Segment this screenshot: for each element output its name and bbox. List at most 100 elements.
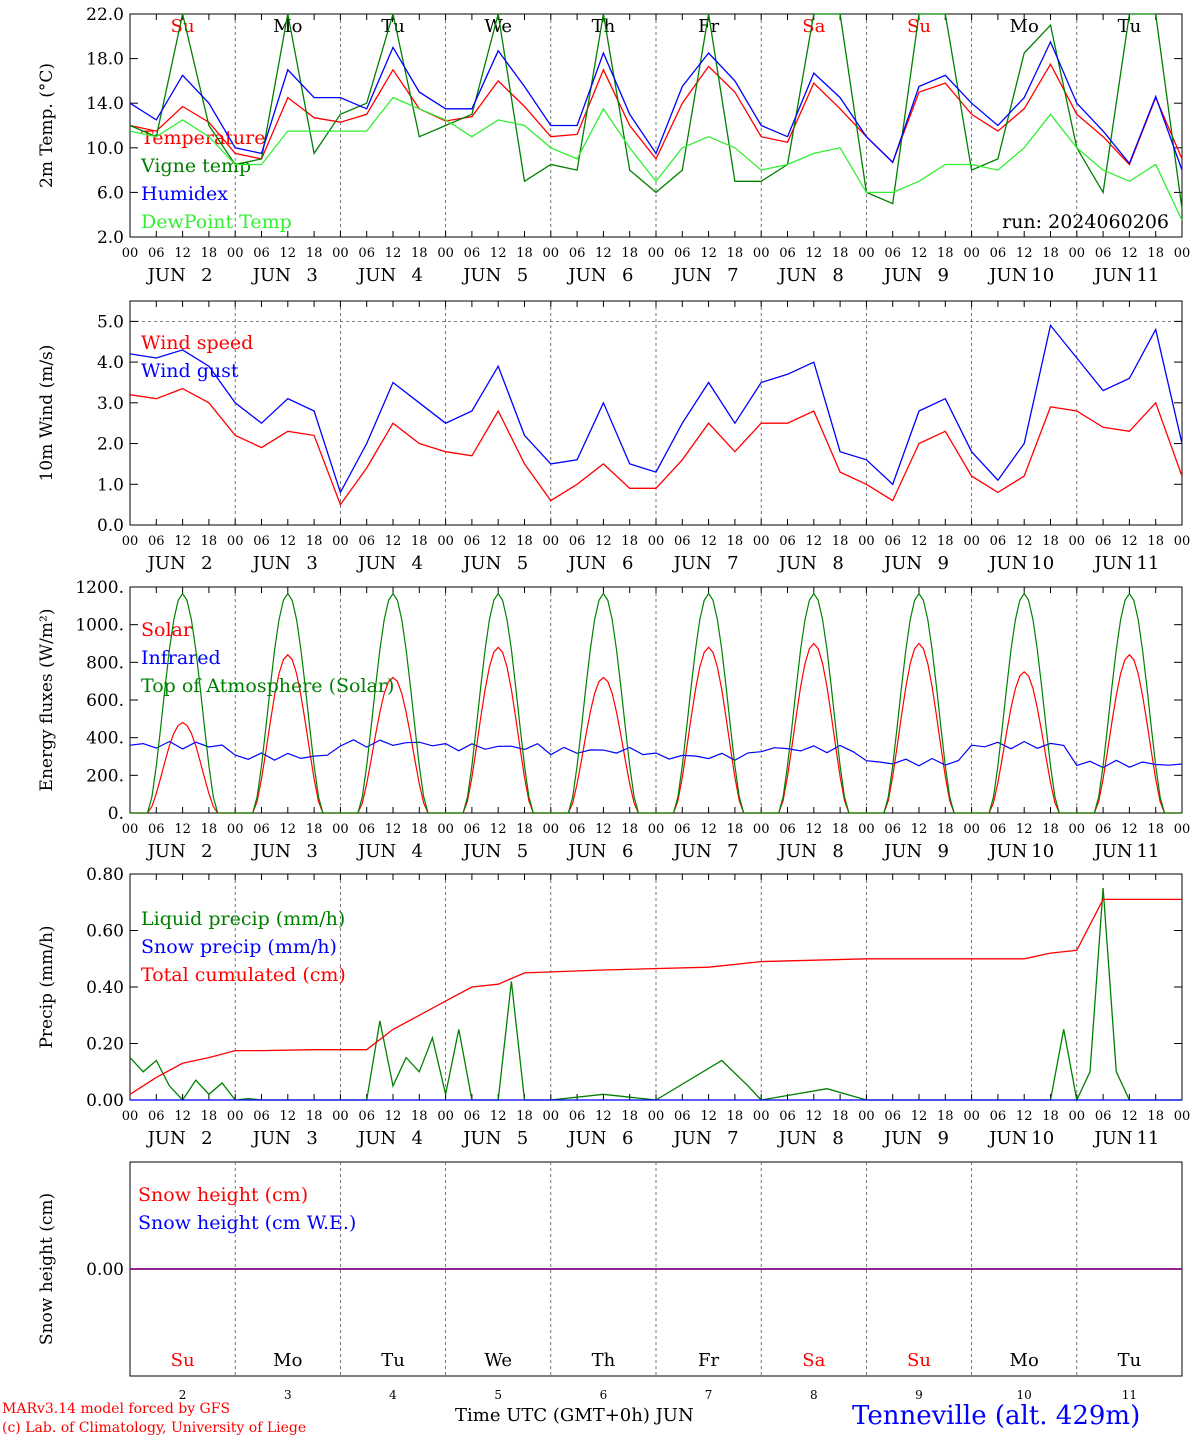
x-hour-tick-label: 06 [464,1109,481,1124]
x-month-label: JUN [461,553,501,574]
x-hour-tick-label: 00 [648,246,665,261]
x-hour-tick-label: 12 [1016,246,1033,261]
x-hour-tick-label: 06 [253,822,270,837]
legend-temperature: Temperature [141,127,265,149]
x-hour-tick-label: 00 [122,822,139,837]
day-name-label: Th [592,16,616,37]
x-hour-tick-label: 00 [122,1109,139,1124]
x-hour-tick-label: 00 [227,246,244,261]
x-hour-tick-label: 06 [674,246,691,261]
y-axis-label: 10m Wind (m/s) [37,345,57,482]
x-day-number-label: 7 [727,553,738,574]
x-hour-tick-label: 12 [490,822,507,837]
x-day-number-label: 11 [1136,265,1159,286]
x-hour-tick-label: 18 [306,246,323,261]
x-hour-tick-label: 00 [543,534,560,549]
x-hour-tick-label: 06 [358,1109,375,1124]
x-hour-tick-label: 06 [674,534,691,549]
x-hour-tick-label: 18 [306,534,323,549]
x-hour-tick-label: 18 [1042,1109,1059,1124]
x-hour-tick-label: 12 [700,822,717,837]
x-month-label: JUN [882,841,922,862]
x-day-number-label: 5 [517,553,528,574]
series-top-of-atmosphere-solar [130,592,1182,814]
x-hour-tick-label: 12 [280,822,297,837]
x-month-label: JUN [1092,1128,1132,1149]
series-infrared [129,739,1183,769]
x-hour-tick-label: 18 [516,534,533,549]
footer-x-axis-label: Time UTC (GMT+0h) JUN [455,1405,694,1426]
x-hour-tick-label: 06 [884,822,901,837]
x-month-label: JUN [356,265,396,286]
x-hour-tick-label: 18 [832,246,849,261]
x-hour-tick-label: 18 [1042,822,1059,837]
x-hour-tick-label: 00 [858,822,875,837]
day-name-label: Tu [381,16,405,37]
x-month-label: JUN [566,841,606,862]
x-hour-tick-label: 18 [727,1109,744,1124]
x-hour-tick-label: 06 [884,246,901,261]
x-hour-tick-label: 06 [148,534,165,549]
y-tick-label: 22.0 [86,5,124,25]
x-month-label: JUN [146,553,186,574]
x-day-number-label: 2 [201,841,212,862]
x-day-number-label: 9 [915,1388,923,1402]
x-month-label: JUN [356,1128,396,1149]
x-hour-tick-label: 12 [911,822,928,837]
x-day-number-label: 4 [412,553,423,574]
y-axis-label: Energy fluxes (W/m²) [37,609,57,792]
x-hour-tick-label: 18 [621,534,638,549]
x-month-label: JUN [566,1128,606,1149]
y-tick-label: 800. [86,653,124,673]
x-hour-tick-label: 18 [937,822,954,837]
x-hour-tick-label: 06 [253,534,270,549]
x-day-number-label: 11 [1136,1128,1159,1149]
day-name-label: We [484,16,512,37]
x-hour-tick-label: 00 [1174,822,1191,837]
legend-liquid-precip-mm-h: Liquid precip (mm/h) [141,908,345,930]
x-hour-tick-label: 12 [174,822,191,837]
x-hour-tick-label: 12 [174,246,191,261]
x-month-label: JUN [672,265,712,286]
y-tick-label: 14.0 [86,94,124,114]
legend-total-cumulated-cm: Total cumulated (cm) [141,964,346,986]
day-name-label: Su [907,1350,931,1371]
x-day-number-label: 6 [622,841,633,862]
x-hour-tick-label: 12 [490,1109,507,1124]
footer-model-credit: MARv3.14 model forced by GFS [2,1401,231,1417]
x-hour-tick-label: 06 [990,822,1007,837]
legend-humidex: Humidex [141,183,228,205]
x-hour-tick-label: 00 [753,1109,770,1124]
x-hour-tick-label: 12 [174,1109,191,1124]
x-month-label: JUN [1092,841,1132,862]
x-hour-tick-label: 12 [1121,822,1138,837]
x-hour-tick-label: 00 [332,822,349,837]
legend-dewpoint-temp: DewPoint Temp [141,211,292,233]
x-hour-tick-label: 12 [806,1109,823,1124]
x-day-number-label: 8 [832,841,843,862]
day-name-label: Fr [698,16,719,37]
x-hour-tick-label: 00 [437,822,454,837]
x-hour-tick-label: 00 [437,246,454,261]
x-month-label: JUN [1092,553,1132,574]
x-hour-tick-label: 18 [516,1109,533,1124]
x-hour-tick-label: 12 [1121,534,1138,549]
x-month-label: JUN [251,265,291,286]
x-hour-tick-label: 12 [806,534,823,549]
x-hour-tick-label: 06 [253,246,270,261]
x-hour-tick-label: 06 [779,246,796,261]
y-tick-label: 6.0 [97,183,124,203]
x-day-number-label: 6 [622,553,633,574]
x-hour-tick-label: 18 [727,534,744,549]
x-day-number-label: 9 [938,553,949,574]
day-name-label: Mo [1010,1350,1039,1371]
x-hour-tick-label: 06 [464,822,481,837]
x-hour-tick-label: 12 [700,534,717,549]
day-name-label: Tu [381,1350,405,1371]
x-month-label: JUN [987,1128,1027,1149]
x-hour-tick-label: 06 [1095,1109,1112,1124]
x-day-number-label: 7 [705,1388,713,1402]
x-hour-tick-label: 18 [516,246,533,261]
x-day-number-label: 11 [1122,1388,1137,1402]
